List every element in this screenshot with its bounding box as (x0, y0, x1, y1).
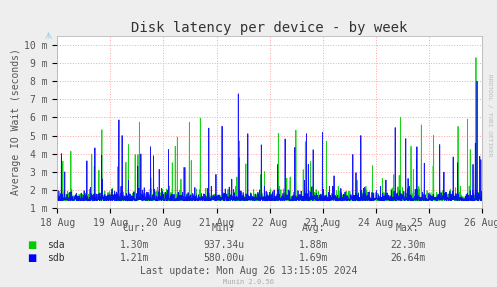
Text: Last update: Mon Aug 26 13:15:05 2024: Last update: Mon Aug 26 13:15:05 2024 (140, 266, 357, 276)
Text: ■: ■ (27, 241, 37, 250)
Text: Max:: Max: (396, 223, 419, 233)
Text: 1.21m: 1.21m (119, 253, 149, 263)
Title: Disk latency per device - by week: Disk latency per device - by week (131, 21, 408, 35)
Text: Avg:: Avg: (301, 223, 325, 233)
Text: 580.00u: 580.00u (203, 253, 244, 263)
Text: Min:: Min: (212, 223, 236, 233)
Y-axis label: Average IO Wait (seconds): Average IO Wait (seconds) (11, 49, 21, 195)
Text: 937.34u: 937.34u (203, 241, 244, 250)
Text: 26.64m: 26.64m (390, 253, 425, 263)
Text: 1.88m: 1.88m (298, 241, 328, 250)
Text: sdb: sdb (47, 253, 65, 263)
Text: sda: sda (47, 241, 65, 250)
Text: RRDTOOL / TOBI OETIKER: RRDTOOL / TOBI OETIKER (487, 73, 492, 156)
Text: 22.30m: 22.30m (390, 241, 425, 250)
Text: Munin 2.0.56: Munin 2.0.56 (223, 279, 274, 285)
Text: ■: ■ (27, 253, 37, 263)
Text: 1.69m: 1.69m (298, 253, 328, 263)
Text: Cur:: Cur: (122, 223, 146, 233)
Text: 1.30m: 1.30m (119, 241, 149, 250)
